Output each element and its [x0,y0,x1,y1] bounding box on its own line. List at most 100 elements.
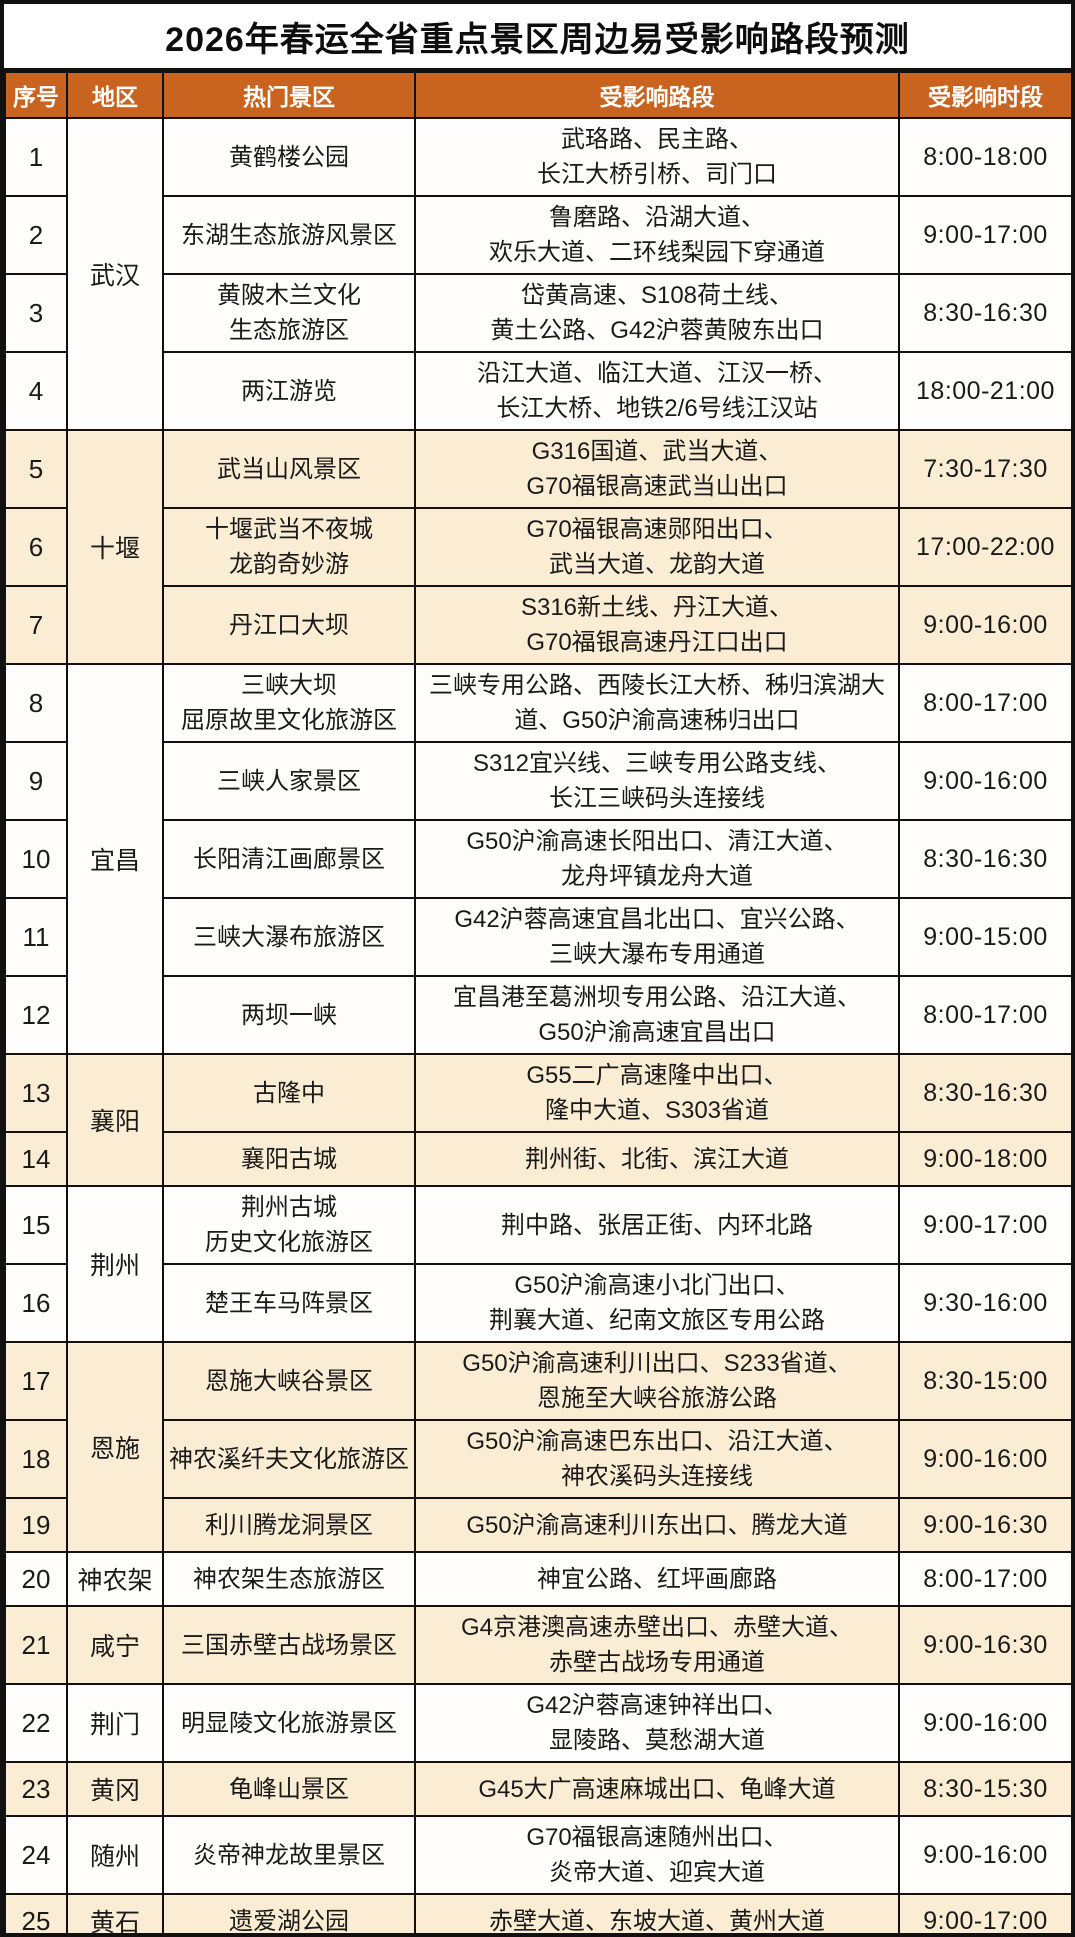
serial-cell: 24 [4,1815,68,1895]
time-cell: 8:00-17:00 [898,663,1071,743]
roads-cell: G45大广高速麻城出口、龟峰大道 [414,1761,900,1817]
table-row: 17 恩施 恩施大峡谷景区 G50沪渝高速利川出口、S233省道、 恩施至大峡谷旅游公… [4,1341,1071,1553]
roads-cell: G50沪渝高速巴东出口、沿江大道、 神农溪码头连接线 [414,1419,900,1499]
roads-cell: G42沪蓉高速宜昌北出口、宜兴公路、 三峡大瀑布专用通道 [414,897,900,977]
spot-cell: 恩施大峡谷景区 [162,1341,416,1421]
time-cell: 9:30-16:00 [898,1263,1071,1343]
table-row: 16 楚王车马阵景区 G50沪渝高速小北门出口、 荆襄大道、纪南文旅区专用公路 9:3… [4,1263,1071,1343]
region-cell: 黄石 [66,1893,164,1933]
roads-cell: G50沪渝高速小北门出口、 荆襄大道、纪南文旅区专用公路 [414,1263,900,1343]
table-row: 9 三峡人家景区 S312宜兴线、三峡专用公路支线、 长江三峡码头连接线 9:00-1… [4,741,1071,821]
time-cell: 8:30-15:30 [898,1761,1071,1817]
serial-cell: 8 [4,663,68,743]
time-cell: 8:00-18:00 [898,117,1071,197]
table-row: 5 十堰 武当山风景区 G316国道、武当大道、 G70福银高速武当山出口 7:30-1… [4,429,1071,665]
time-cell: 8:30-16:30 [898,1053,1071,1133]
column-header-region: 地区 [66,71,164,119]
time-cell: 7:30-17:30 [898,429,1071,509]
roads-cell: G4京港澳高速赤壁出口、赤壁大道、 赤壁古战场专用通道 [414,1605,900,1685]
time-cell: 9:00-17:00 [898,1893,1071,1933]
time-cell: 9:00-16:00 [898,1419,1071,1499]
region-cell: 神农架 [66,1551,164,1607]
table-row: 25 黄石 遗爱湖公园 赤壁大道、东坡大道、黄州大道 9:00-17:00 [4,1893,1071,1933]
serial-cell: 21 [4,1605,68,1685]
region-cell: 恩施 [66,1341,164,1553]
spot-cell: 东湖生态旅游风景区 [162,195,416,275]
column-header-spot: 热门景区 [162,71,416,119]
time-cell: 8:30-16:30 [898,273,1071,353]
spot-cell: 黄鹤楼公园 [162,117,416,197]
time-cell: 8:00-17:00 [898,1551,1071,1607]
roads-cell: 鲁磨路、沿湖大道、 欢乐大道、二环线梨园下穿通道 [414,195,900,275]
roads-cell: 赤壁大道、东坡大道、黄州大道 [414,1893,900,1933]
spot-cell: 炎帝神龙故里景区 [162,1815,416,1895]
time-cell: 9:00-16:00 [898,1683,1071,1763]
table-row: 8 宜昌 三峡大坝 屈原故里文化旅游区 三峡专用公路、西陵长江大桥、秭归滨湖大 道、G… [4,663,1071,1055]
serial-cell: 12 [4,975,68,1055]
time-cell: 9:00-16:30 [898,1497,1071,1553]
region-cell: 襄阳 [66,1053,164,1187]
spot-cell: 丹江口大坝 [162,585,416,665]
roads-cell: G316国道、武当大道、 G70福银高速武当山出口 [414,429,900,509]
spot-cell: 两坝一峡 [162,975,416,1055]
table-body: 1 武汉 黄鹤楼公园 武珞路、民主路、 长江大桥引桥、司门口 8:00-18:00 2 东湖… [4,117,1071,1933]
serial-cell: 16 [4,1263,68,1343]
serial-cell: 2 [4,195,68,275]
table-row: 15 荆州 荆州古城 历史文化旅游区 荆中路、张居正街、内环北路 9:00-17:00 [4,1185,1071,1343]
spot-cell: 长阳清江画廊景区 [162,819,416,899]
spot-cell: 三峡大瀑布旅游区 [162,897,416,977]
spot-cell: 黄陂木兰文化 生态旅游区 [162,273,416,353]
table-row: 13 襄阳 古隆中 G55二广高速隆中出口、 隆中大道、S303省道 8:30-16:3… [4,1053,1071,1187]
serial-cell: 7 [4,585,68,665]
roads-cell: G42沪蓉高速钟祥出口、 显陵路、莫愁湖大道 [414,1683,900,1763]
column-header-time: 受影响时段 [898,71,1071,119]
spot-cell: 龟峰山景区 [162,1761,416,1817]
roads-cell: G50沪渝高速利川出口、S233省道、 恩施至大峡谷旅游公路 [414,1341,900,1421]
roads-cell: G70福银高速郧阳出口、 武当大道、龙韵大道 [414,507,900,587]
table-row: 10 长阳清江画廊景区 G50沪渝高速长阳出口、清江大道、 龙舟坪镇龙舟大道 8:30… [4,819,1071,899]
spot-cell: 三国赤壁古战场景区 [162,1605,416,1685]
column-header-serial: 序号 [4,71,68,119]
time-cell: 9:00-17:00 [898,195,1071,275]
table-row: 24 随州 炎帝神龙故里景区 G70福银高速随州出口、 炎帝大道、迎宾大道 9:00-1… [4,1815,1071,1895]
table-row: 2 东湖生态旅游风景区 鲁磨路、沿湖大道、 欢乐大道、二环线梨园下穿通道 9:00-1… [4,195,1071,275]
spot-cell: 三峡人家景区 [162,741,416,821]
spot-cell: 古隆中 [162,1053,416,1133]
serial-cell: 14 [4,1131,68,1187]
table-row: 23 黄冈 龟峰山景区 G45大广高速麻城出口、龟峰大道 8:30-15:30 [4,1761,1071,1817]
time-cell: 9:00-15:00 [898,897,1071,977]
time-cell: 9:00-16:00 [898,741,1071,821]
time-cell: 9:00-18:00 [898,1131,1071,1187]
roads-cell: 三峡专用公路、西陵长江大桥、秭归滨湖大 道、G50沪渝高速秭归出口 [414,663,900,743]
serial-cell: 3 [4,273,68,353]
serial-cell: 11 [4,897,68,977]
region-cell: 荆门 [66,1683,164,1763]
roads-cell: 岱黄高速、S108荷土线、 黄土公路、G42沪蓉黄陂东出口 [414,273,900,353]
table-row: 14 襄阳古城 荆州街、北街、滨江大道 9:00-18:00 [4,1131,1071,1187]
serial-cell: 23 [4,1761,68,1817]
roads-cell: S312宜兴线、三峡专用公路支线、 长江三峡码头连接线 [414,741,900,821]
serial-cell: 17 [4,1341,68,1421]
affected-roads-table: 序号 地区 热门景区 受影响路段 受影响时段 1 武汉 黄鹤楼公园 武珞路、民主路、 … [4,71,1071,1933]
serial-cell: 5 [4,429,68,509]
table-row: 12 两坝一峡 宜昌港至葛洲坝专用公路、沿江大道、 G50沪渝高速宜昌出口 8:00-… [4,975,1071,1055]
table-row: 4 两江游览 沿江大道、临江大道、江汉一桥、 长江大桥、地铁2/6号线江汉站 18:0… [4,351,1071,431]
serial-cell: 4 [4,351,68,431]
time-cell: 9:00-16:00 [898,1815,1071,1895]
spot-cell: 荆州古城 历史文化旅游区 [162,1185,416,1265]
table-row: 3 黄陂木兰文化 生态旅游区 岱黄高速、S108荷土线、 黄土公路、G42沪蓉黄陂东… [4,273,1071,353]
spot-cell: 武当山风景区 [162,429,416,509]
time-cell: 9:00-16:00 [898,585,1071,665]
column-header-roads: 受影响路段 [414,71,900,119]
region-cell: 黄冈 [66,1761,164,1817]
roads-cell: G50沪渝高速长阳出口、清江大道、 龙舟坪镇龙舟大道 [414,819,900,899]
region-cell: 十堰 [66,429,164,665]
time-cell: 8:30-16:30 [898,819,1071,899]
table-row: 7 丹江口大坝 S316新土线、丹江大道、 G70福银高速丹江口出口 9:00-16:… [4,585,1071,665]
spot-cell: 神农架生态旅游区 [162,1551,416,1607]
spot-cell: 两江游览 [162,351,416,431]
roads-cell: 荆中路、张居正街、内环北路 [414,1185,900,1265]
roads-cell: 武珞路、民主路、 长江大桥引桥、司门口 [414,117,900,197]
spot-cell: 神农溪纤夫文化旅游区 [162,1419,416,1499]
